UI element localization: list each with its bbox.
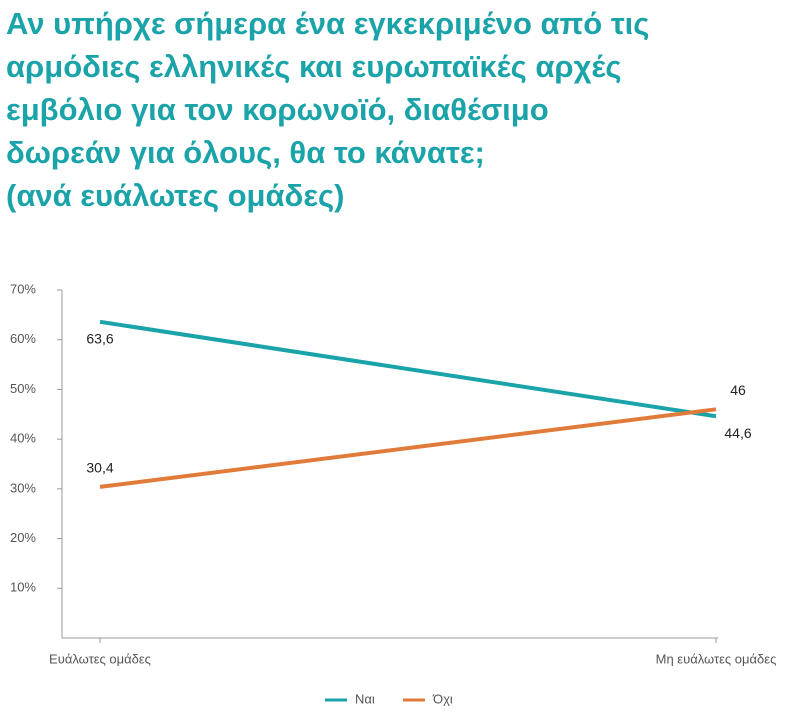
value-label: 30,4 <box>86 460 113 476</box>
value-label: 44,6 <box>724 425 751 441</box>
y-tick-label: 50% <box>10 381 36 396</box>
title-line: Αν υπήρχε σήμερα ένα εγκεκριμένο από τις <box>6 6 650 41</box>
y-tick-label: 70% <box>10 281 36 296</box>
y-tick-label: 30% <box>10 480 36 495</box>
title-line: εμβόλιο για τον κορωνοϊό, διαθέσιμο <box>6 92 549 127</box>
y-tick-label: 20% <box>10 530 36 545</box>
title-line: (ανά ευάλωτες ομάδες) <box>6 178 345 213</box>
y-tick-label: 60% <box>10 331 36 346</box>
value-label: 63,6 <box>86 331 113 347</box>
title-line: αρμόδιες ελληνικές και ευρωπαϊκές αρχές <box>6 49 622 84</box>
chart-title: Αν υπήρχε σήμερα ένα εγκεκριμένο από τις… <box>6 2 796 217</box>
legend-label: Όχι <box>432 691 453 706</box>
value-label: 46 <box>730 382 746 398</box>
y-tick-label: 40% <box>10 431 36 446</box>
y-tick-label: 10% <box>10 580 36 595</box>
line <box>99 407 717 489</box>
legend-label: Ναι <box>355 691 375 706</box>
title-line: δωρεάν για όλους, θα το κάνατε; <box>6 135 485 170</box>
line <box>99 319 717 419</box>
x-tick-label: Ευάλωτες ομάδες <box>49 651 151 666</box>
x-tick-label: Μη ευάλωτες ομάδες <box>656 651 777 666</box>
